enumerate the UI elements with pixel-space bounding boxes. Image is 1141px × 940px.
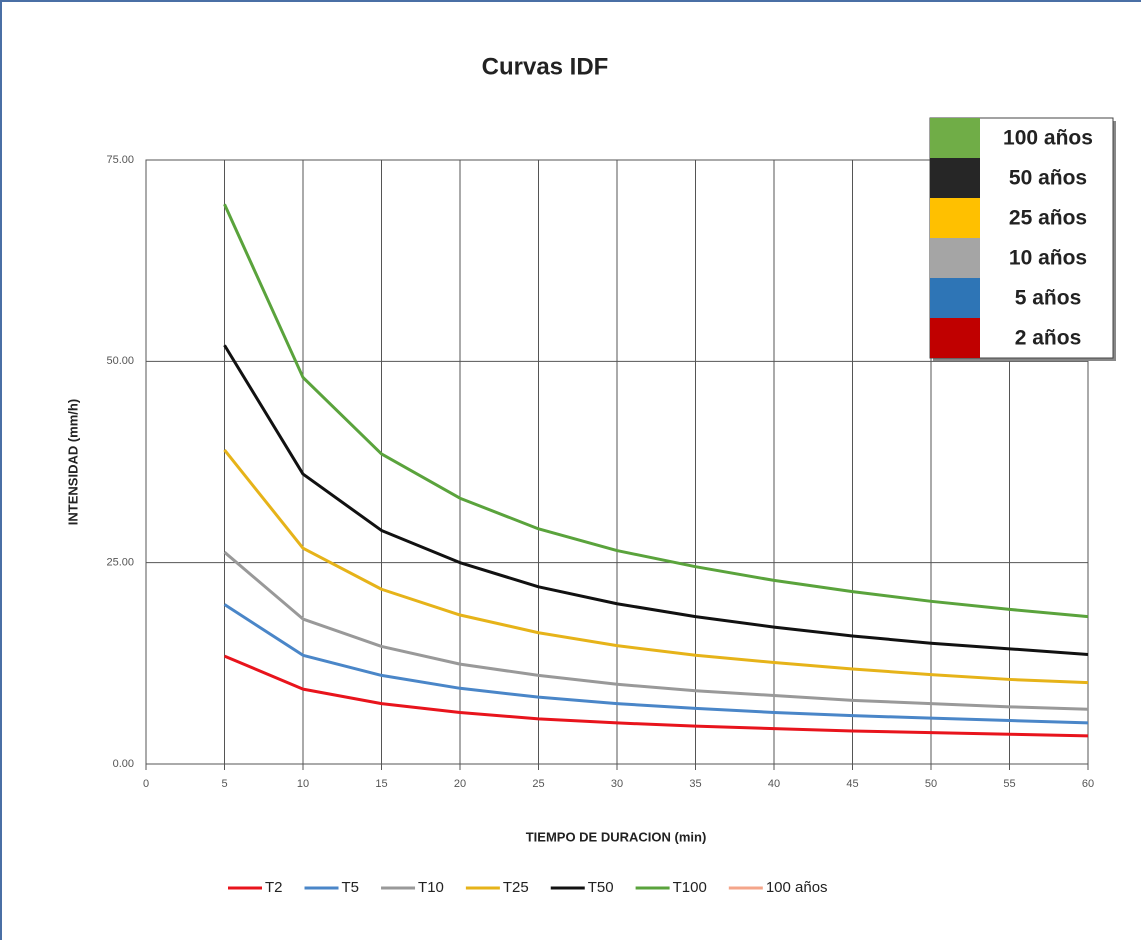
- legend-label: T2: [265, 879, 283, 896]
- key-label: 25 años: [1009, 207, 1087, 230]
- chart-title: Curvas IDF: [482, 53, 609, 80]
- series-line: [223, 551, 1089, 711]
- y-tick-label: 0.00: [113, 758, 134, 770]
- x-tick-label: 25: [532, 778, 544, 790]
- key-swatch: [930, 198, 980, 238]
- x-tick-label: 55: [1003, 778, 1015, 790]
- legend-label: T25: [503, 879, 529, 896]
- x-tick-label: 50: [925, 778, 937, 790]
- legend-label: 100 años: [766, 879, 828, 896]
- key-label: 2 años: [1015, 327, 1082, 350]
- key-swatch: [930, 158, 980, 198]
- plot-border: [145, 159, 1089, 765]
- x-tick-label: 30: [611, 778, 623, 790]
- key-swatch: [930, 278, 980, 318]
- y-tick-label: 25.00: [106, 557, 134, 569]
- y-tick-label: 50.00: [106, 355, 134, 367]
- key-label: 50 años: [1009, 167, 1087, 190]
- key-label: 5 años: [1015, 287, 1082, 310]
- series-line: [223, 203, 1089, 619]
- key-swatch: [930, 318, 980, 358]
- x-tick-label: 15: [375, 778, 387, 790]
- x-tick-label: 20: [454, 778, 466, 790]
- x-tick-label: 35: [689, 778, 701, 790]
- key-label: 100 años: [1003, 127, 1093, 150]
- x-tick-label: 40: [768, 778, 780, 790]
- series-line: [223, 344, 1089, 656]
- y-axis-label: INTENSIDAD (mm/h): [65, 399, 80, 525]
- x-axis-label: TIEMPO DE DURACION (min): [526, 829, 707, 844]
- legend-label: T100: [673, 879, 707, 896]
- x-tick-label: 5: [221, 778, 227, 790]
- x-tick-label: 0: [143, 778, 149, 790]
- series-line: [223, 448, 1089, 685]
- series-line: [223, 654, 1089, 738]
- key-label: 10 años: [1009, 247, 1087, 270]
- series-line: [223, 603, 1089, 725]
- legend-label: T50: [588, 879, 614, 896]
- x-tick-label: 45: [846, 778, 858, 790]
- key-swatch: [930, 118, 980, 158]
- legend-label: T5: [342, 879, 360, 896]
- x-tick-label: 10: [297, 778, 309, 790]
- y-tick-label: 75.00: [106, 154, 134, 166]
- x-tick-label: 60: [1082, 778, 1094, 790]
- legend-label: T10: [418, 879, 444, 896]
- key-swatch: [930, 238, 980, 278]
